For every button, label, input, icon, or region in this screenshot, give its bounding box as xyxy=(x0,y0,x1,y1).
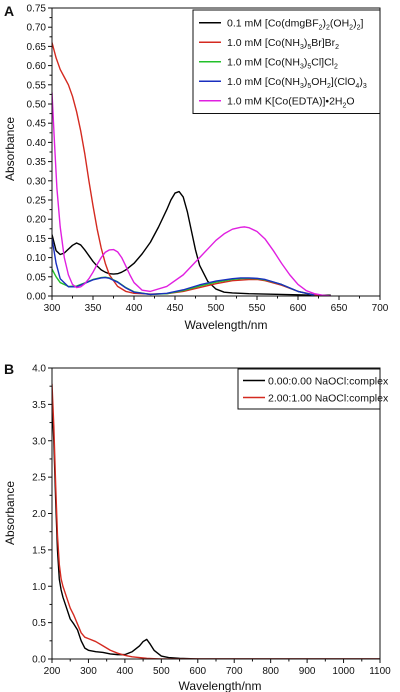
panel-a-y-tick-label: 0.15 xyxy=(27,234,47,245)
panel-b-y-tick-label: 2.0 xyxy=(32,509,46,520)
panel-a-x-tick-label: 650 xyxy=(331,303,348,314)
panel-b-series-line-2 xyxy=(52,383,380,659)
panel-a-x-axis-title: Wavelength/nm xyxy=(185,318,268,332)
panel-b-y-tick-label: 0.5 xyxy=(32,618,46,629)
panel-b-legend-box xyxy=(237,368,381,410)
panel-a-legend-label-5: 1.0 mM K[Co(EDTA)]•2H2​O xyxy=(227,96,355,110)
panel-a-x-tick-label: 550 xyxy=(249,303,266,314)
panel-b-y-tick-label: 1.5 xyxy=(32,545,46,556)
panel-a-series-group xyxy=(52,42,331,296)
panel-a-y-tick-label: 0.10 xyxy=(27,253,47,264)
panel-a-y-tick-label: 0.45 xyxy=(27,119,47,130)
panel-a-y-tick-label: 0.65 xyxy=(27,42,47,53)
panel-b-legend-label-2: 2.00:1.00 NaOCl:complex xyxy=(268,392,389,404)
panel-b-label: B xyxy=(4,361,14,377)
panel-a-series-line-4 xyxy=(52,238,315,296)
panel-a-y-tick-label: 0.60 xyxy=(27,61,47,72)
panel-a-legend-label-2: 1.0 mM [Co(NH3​)5​Br]Br2​ xyxy=(227,37,339,51)
panel-a-x-tick-label: 600 xyxy=(290,303,307,314)
panel-a-x-tick-label: 500 xyxy=(208,303,225,314)
panel-b-x-tick-label: 300 xyxy=(80,666,97,677)
panel-a-series-line-5 xyxy=(52,92,331,296)
panel-b-plot-area: 200 300 400 500 600 700 800 900 1000 1100 0.0 0.5 1.… xyxy=(32,364,391,678)
panel-a-legend-label-4: 1.0 mM [Co(NH3​)5​OH2​](ClO4​)3​ xyxy=(227,76,367,90)
panel-b-plot-frame xyxy=(51,367,381,660)
panel-b-series-group xyxy=(52,383,380,659)
panel-b-y-tick-label: 0.0 xyxy=(32,655,46,666)
panel-b-legend: 0.00:0.00 NaOCl:complex 2.00:1.00 NaOCl:c… xyxy=(237,368,389,410)
panel-a-x-tick-label: 400 xyxy=(126,303,143,314)
panel-a-x-tick-label: 300 xyxy=(44,303,61,314)
panel-b-x-tick-label: 400 xyxy=(117,666,134,677)
panel-b-x-tick-label: 1000 xyxy=(332,666,355,677)
panel-b-x-tick-label: 200 xyxy=(44,666,61,677)
panel-a-x-tick-label: 450 xyxy=(167,303,184,314)
panel-a-y-tick-label: 0.00 xyxy=(27,292,47,303)
panel-a-y-tick-label: 0.70 xyxy=(27,23,47,34)
panel-a-y-tick-label: 0.40 xyxy=(27,138,47,149)
panel-b-y-tick-label: 4.0 xyxy=(32,364,46,375)
panel-a-y-tick-label: 0.75 xyxy=(27,4,47,15)
panel-b-x-tick-label: 800 xyxy=(262,666,279,677)
panel-a-series-line-2 xyxy=(52,42,323,296)
panel-a-chart: A Absorbance Wavelength/nm 300 350 400 450 5… xyxy=(3,3,389,332)
panel-b-y-tick-label: 3.0 xyxy=(32,436,46,447)
panel-a-series-line-1 xyxy=(52,190,331,296)
panel-b-x-axis-title: Wavelength/nm xyxy=(179,679,262,692)
panel-a-label: A xyxy=(4,3,14,19)
panel-a-plot-area: 300 350 400 450 500 550 600 650 700 0.00 0.05 0.10 0… xyxy=(27,4,389,315)
panel-b-chart: B Absorbance Wavelength/nm 200 300 400 500 6… xyxy=(3,361,391,692)
panel-b-y-tick-label: 3.5 xyxy=(32,400,46,411)
panel-a-y-tick-label: 0.25 xyxy=(27,196,47,207)
panel-a-y-tick-label: 0.55 xyxy=(27,80,47,91)
panel-a-y-tick-label: 0.05 xyxy=(27,272,47,283)
panel-a-y-tick-label: 0.30 xyxy=(27,176,47,187)
panel-a-y-tick-label: 0.20 xyxy=(27,215,47,226)
panel-a-y-axis-title: Absorbance xyxy=(3,117,17,181)
panel-b-y-tick-label: 2.5 xyxy=(32,473,46,484)
panel-b-series-line-1 xyxy=(52,395,380,659)
panel-b-x-tick-label: 600 xyxy=(189,666,206,677)
panel-a-legend: 0.1 mM [Co(dmgBF2​)2​(OH2​)2​] 1.0 mM [Co… xyxy=(192,9,381,114)
panel-b-x-tick-label: 700 xyxy=(226,666,243,677)
panel-b-legend-label-1: 0.00:0.00 NaOCl:complex xyxy=(268,375,389,387)
panel-a-legend-label-3: 1.0 mM [Co(NH3​)5​Cl]Cl2​ xyxy=(227,57,338,71)
panel-a-legend-box xyxy=(192,9,381,114)
panel-a-x-tick-label: 700 xyxy=(372,303,389,314)
panel-b-x-tick-label: 1100 xyxy=(369,666,391,677)
panel-b-x-tick-label: 900 xyxy=(299,666,316,677)
panel-b-x-tick-label: 500 xyxy=(153,666,170,677)
panel-a-y-tick-label: 0.50 xyxy=(27,100,47,111)
panel-b-y-tick-label: 1.0 xyxy=(32,582,46,593)
panel-b-y-axis-title: Absorbance xyxy=(3,481,17,545)
panel-a-y-tick-label: 0.35 xyxy=(27,157,47,168)
panel-a-legend-label-1: 0.1 mM [Co(dmgBF2​)2​(OH2​)2​] xyxy=(227,18,363,32)
panel-a-x-tick-label: 350 xyxy=(85,303,102,314)
